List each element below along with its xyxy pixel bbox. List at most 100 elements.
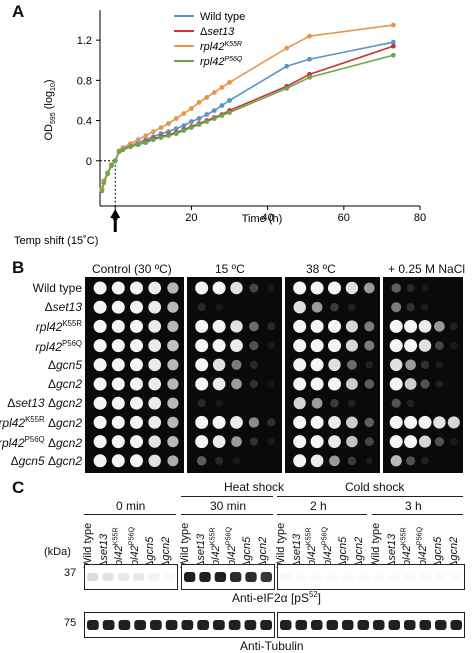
yeast-spot xyxy=(310,358,324,372)
data-point xyxy=(105,171,111,177)
yeast-spot xyxy=(347,359,357,370)
data-point xyxy=(196,122,202,127)
protein-band xyxy=(133,573,145,581)
yeast-spot xyxy=(93,435,107,449)
y-axis-label: OD595 (log10) xyxy=(43,79,57,140)
lane-label: Δset13 xyxy=(290,533,303,568)
lane-label: Δset13 xyxy=(97,533,110,568)
strain-label: rpl42K55R xyxy=(35,319,82,335)
yeast-spot xyxy=(148,339,162,352)
data-point xyxy=(196,116,202,121)
tubulin-blot-left xyxy=(84,612,275,638)
protein-band xyxy=(148,573,160,581)
yeast-spot xyxy=(310,435,324,449)
lane-label: Δset13 xyxy=(385,533,398,568)
yeast-spot xyxy=(93,339,107,353)
yeast-spot xyxy=(310,377,324,391)
protein-band xyxy=(150,620,162,630)
yeast-spot xyxy=(167,359,179,371)
yeast-spot xyxy=(418,339,432,352)
yeast-spot xyxy=(434,437,444,447)
phospho-blot-30min xyxy=(181,564,275,590)
protein-band xyxy=(419,620,431,630)
yeast-spot xyxy=(215,456,224,465)
data-point xyxy=(101,180,107,186)
x-tick-label: 20 xyxy=(185,212,197,224)
yeast-spot xyxy=(389,435,403,449)
data-point xyxy=(390,43,396,49)
series-line xyxy=(101,45,394,190)
yeast-spot xyxy=(167,435,179,448)
data-point xyxy=(166,121,171,126)
yeast-spot xyxy=(167,378,179,390)
yeast-spot xyxy=(230,281,243,295)
heat-shock-label: Heat shock xyxy=(224,480,285,494)
yeast-spot xyxy=(391,302,402,313)
agar-plate xyxy=(285,277,380,473)
yeast-spot xyxy=(111,377,125,391)
yeast-spot xyxy=(215,399,223,407)
yeast-spot xyxy=(345,416,358,429)
yeast-spot xyxy=(328,435,341,448)
yeast-spot xyxy=(293,339,307,353)
x-tick-label: 60 xyxy=(338,212,350,224)
yeast-spot xyxy=(345,320,358,333)
series-line xyxy=(101,41,394,190)
data-point xyxy=(189,119,194,124)
yeast-spot xyxy=(130,435,143,449)
yeast-spot xyxy=(249,379,259,389)
yeast-spot xyxy=(111,454,125,468)
data-point xyxy=(120,147,126,153)
yeast-spot xyxy=(167,416,179,429)
protein-band xyxy=(102,620,115,630)
yeast-spot xyxy=(93,358,107,372)
yeast-spot xyxy=(389,358,403,372)
strain-label: Δgcn5 Δgcn2 xyxy=(10,453,82,468)
yeast-spot xyxy=(391,283,401,293)
yeast-spot xyxy=(421,284,429,292)
yeast-spot xyxy=(93,377,107,391)
protein-band xyxy=(163,573,175,581)
yeast-spot xyxy=(310,415,324,429)
data-point xyxy=(181,128,187,134)
protein-band xyxy=(373,573,385,581)
yeast-spot xyxy=(390,455,402,467)
yeast-spot xyxy=(212,358,226,372)
yeast-spot xyxy=(167,455,179,467)
agar-plate xyxy=(383,277,463,473)
protein-band xyxy=(295,573,307,581)
yeast-spot xyxy=(130,319,143,333)
marker-75-label: 75 xyxy=(64,617,77,629)
yeast-spot xyxy=(148,377,162,391)
condition-header: 38 ºC xyxy=(306,262,336,276)
yeast-spot xyxy=(130,281,143,295)
yeast-spot xyxy=(195,435,209,449)
yeast-spot xyxy=(330,302,339,312)
data-point xyxy=(150,129,156,135)
yeast-spot xyxy=(293,281,307,295)
yeast-spot xyxy=(231,359,242,370)
yeast-spot xyxy=(130,396,143,410)
yeast-spot xyxy=(328,281,341,295)
yeast-spot xyxy=(195,358,209,372)
y-tick-label: 0.4 xyxy=(77,116,92,128)
data-point xyxy=(390,52,396,58)
data-point xyxy=(143,140,149,146)
yeast-spot xyxy=(293,454,307,468)
data-point xyxy=(135,137,141,143)
data-point xyxy=(307,74,312,80)
yeast-spot xyxy=(345,339,358,352)
y-tick-label: 1.2 xyxy=(77,35,92,47)
yeast-spot xyxy=(130,415,143,429)
data-point xyxy=(204,95,210,100)
data-point xyxy=(284,45,290,51)
yeast-spot xyxy=(148,435,161,448)
yeast-spot xyxy=(267,341,276,350)
legend-entry: Wild type xyxy=(200,11,245,23)
strain-label: Δgcn2 xyxy=(47,377,82,391)
yeast-spot xyxy=(167,301,179,313)
data-point xyxy=(109,163,114,169)
yeast-spot xyxy=(406,283,415,293)
protein-band xyxy=(450,573,462,581)
cold-shock-bracket xyxy=(277,496,463,497)
